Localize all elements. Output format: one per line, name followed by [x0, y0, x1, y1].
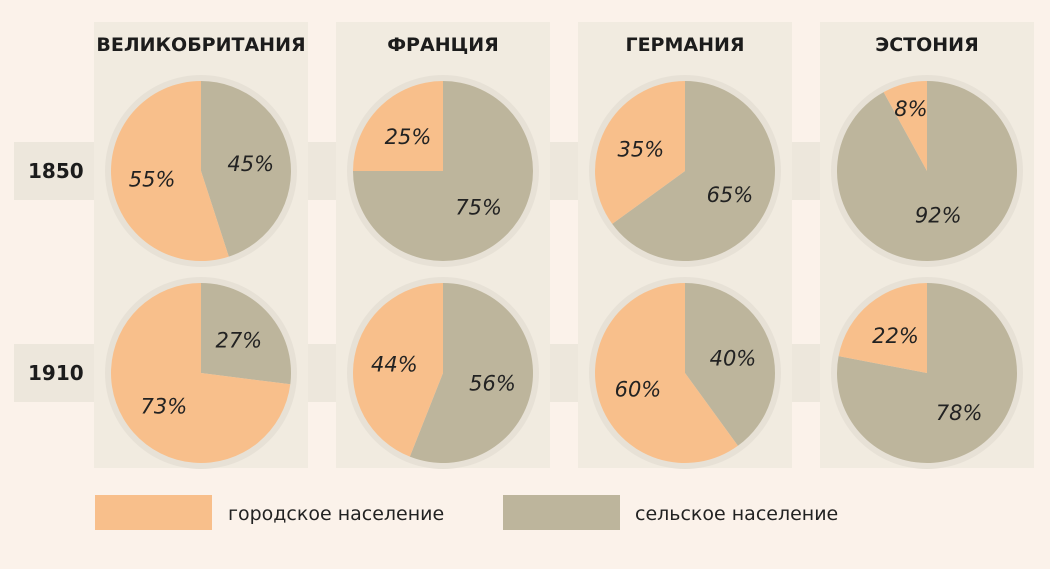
pie-label-urban-germany-1850: 35%	[618, 138, 665, 162]
pie-slice-rural-estonia-1850	[836, 81, 1017, 262]
country-header-estonia: ЭСТОНИЯ	[875, 34, 978, 56]
pie-label-rural-germany-1910: 40%	[710, 346, 757, 370]
pie-slice-urban-great-britain-1910	[110, 283, 291, 463]
year-label-1910: 1910	[28, 361, 84, 385]
pie-slice-urban-great-britain-1850	[110, 81, 229, 262]
legend-swatch-rural	[503, 495, 620, 530]
pie-slice-urban-estonia-1850	[883, 81, 927, 171]
pie-label-rural-france-1910: 56%	[469, 371, 516, 395]
pie-label-urban-france-1910: 44%	[371, 353, 418, 377]
pie-label-urban-estonia-1850: 8%	[894, 97, 927, 121]
labels-layer: ВЕЛИКОБРИТАНИЯ ФРАНЦИЯ ГЕРМАНИЯ ЭСТОНИЯ 1850…	[28, 34, 982, 425]
pie-slice-urban-germany-1910	[595, 283, 738, 464]
pie-label-rural-germany-1850: 65%	[707, 183, 754, 207]
pie-label-rural-great-britain-1910: 27%	[215, 329, 262, 353]
pie-slice-urban-france-1910	[353, 283, 443, 457]
pies-layer	[105, 75, 1023, 469]
pie-slice-rural-germany-1850	[612, 81, 776, 262]
pie-slice-rural-france-1910	[409, 283, 533, 463]
pie-label-rural-estonia-1910: 78%	[936, 401, 983, 425]
pie-label-urban-france-1850: 25%	[385, 125, 432, 149]
legend-label-urban: городское население	[228, 503, 444, 525]
pie-label-rural-estonia-1850: 92%	[915, 204, 962, 228]
pie-slice-urban-france-1850	[353, 81, 443, 171]
legend: городское население сельское население	[95, 495, 838, 530]
pie-label-urban-germany-1910: 60%	[615, 377, 662, 401]
pie-label-urban-great-britain-1850: 55%	[129, 168, 176, 192]
country-header-france: ФРАНЦИЯ	[387, 34, 499, 56]
country-header-germany: ГЕРМАНИЯ	[625, 34, 744, 56]
pie-slice-urban-germany-1850	[595, 81, 685, 224]
pie-slice-rural-estonia-1910	[837, 283, 1018, 463]
pie-slice-rural-great-britain-1850	[201, 81, 291, 257]
pie-slice-urban-estonia-1910	[838, 283, 927, 373]
pie-slice-rural-germany-1910	[685, 283, 776, 446]
year-label-1850: 1850	[28, 159, 84, 183]
country-header-great-britain: ВЕЛИКОБРИТАНИЯ	[96, 34, 305, 56]
pie-slice-rural-great-britain-1910	[201, 283, 291, 385]
pie-label-rural-great-britain-1850: 45%	[227, 152, 274, 176]
legend-label-rural: сельское население	[635, 503, 838, 525]
pie-label-urban-estonia-1910: 22%	[872, 324, 919, 348]
legend-swatch-urban	[95, 495, 212, 530]
pie-label-rural-france-1850: 75%	[455, 196, 502, 220]
pie-label-urban-great-britain-1910: 73%	[141, 395, 188, 419]
